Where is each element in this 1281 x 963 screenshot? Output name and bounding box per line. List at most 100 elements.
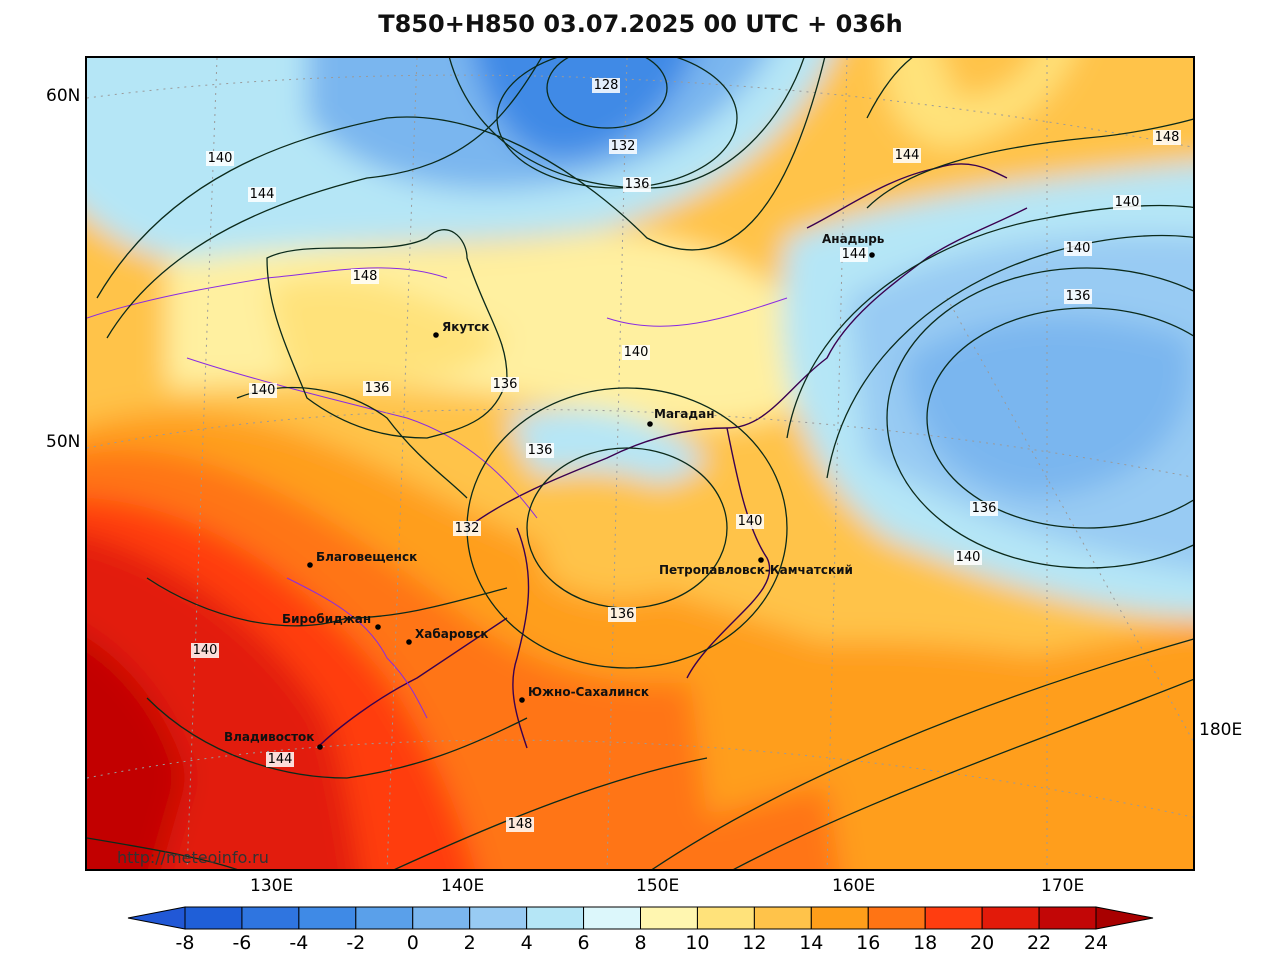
city-label: Южно-Сахалинск — [528, 685, 649, 699]
colorbar-tick-label: -6 — [232, 932, 251, 954]
lon-label-140e: 140E — [441, 876, 485, 896]
colorbar-segment — [753, 906, 812, 930]
contour-label: 140 — [1115, 195, 1140, 210]
contour-label: 144 — [250, 187, 275, 202]
city-label: Владивосток — [224, 730, 314, 744]
colorbar-segment — [696, 906, 755, 930]
colorbar-tick-label: -4 — [289, 932, 308, 954]
contour-label: 140 — [208, 151, 233, 166]
colorbar-high-arrow — [1095, 906, 1154, 930]
weather-map: 128 132 136 140 144 148 140 136 136 136 132 136 140 1… — [85, 56, 1195, 871]
contour-label: 136 — [493, 377, 518, 392]
city-label: Хабаровск — [415, 627, 489, 641]
lat-label-60n: 60N — [46, 86, 81, 106]
contour-label: 140 — [624, 345, 649, 360]
contour-label-bg — [363, 381, 391, 396]
contour-label: 140 — [1066, 241, 1091, 256]
contour-label: 128 — [594, 78, 619, 93]
city-markers: Якутск Магадан Анадырь Благовещенск Биробидж… — [224, 232, 885, 750]
contour-label: 144 — [842, 247, 867, 262]
colorbar-tick-label: 24 — [1084, 932, 1108, 954]
contour-label-bg — [491, 377, 519, 392]
colorbar-segment — [924, 906, 983, 930]
contour-label-bg — [191, 643, 219, 658]
colorbar-segment — [469, 906, 528, 930]
city-label: Якутск — [442, 320, 489, 334]
contour-labels: 128 132 136 140 144 148 140 136 136 136 132 136 140 1… — [191, 78, 1181, 832]
contour-label: 148 — [508, 817, 533, 832]
borders — [87, 267, 788, 719]
contour-label-bg — [248, 187, 276, 202]
coastlines — [316, 163, 1028, 749]
colorbar-tick-label: 20 — [970, 932, 994, 954]
contour-label: 140 — [956, 550, 981, 565]
colorbar-segment — [526, 906, 585, 930]
map-canvas: 128 132 136 140 144 148 140 136 136 136 132 136 140 1… — [87, 58, 1193, 869]
contour-label-bg — [506, 817, 534, 832]
contour-label-bg — [351, 269, 379, 284]
contour-label-bg — [1113, 195, 1141, 210]
contour-label: 140 — [738, 514, 763, 529]
colorbar-segment — [241, 906, 300, 930]
colorbar-segment — [583, 906, 641, 930]
city-dot — [317, 744, 323, 750]
city-dot — [375, 624, 381, 630]
contour-label: 136 — [1066, 289, 1091, 304]
colorbar-segment — [867, 906, 926, 930]
lon-label-170e: 170E — [1041, 876, 1085, 896]
contour-label-bg — [453, 521, 481, 536]
colorbar-segment — [412, 906, 471, 930]
contour-label: 140 — [251, 383, 276, 398]
colorbar-tick-label: 22 — [1027, 932, 1051, 954]
city-dot — [307, 562, 313, 568]
lon-label-130e: 130E — [250, 876, 294, 896]
contour-label: 136 — [365, 381, 390, 396]
colorbar-segment — [1038, 906, 1097, 930]
colorbar-tick-label: 6 — [578, 932, 590, 954]
contour-label-bg — [622, 345, 650, 360]
city-dot — [519, 697, 525, 703]
contour-label-bg — [249, 383, 277, 398]
colorbar-low-arrow — [127, 906, 186, 930]
colorbar-tick-label: 4 — [521, 932, 533, 954]
city-label: Магадан — [654, 407, 715, 421]
contour-label: 136 — [972, 501, 997, 516]
contour-label-bg — [736, 514, 764, 529]
contour-label: 136 — [625, 177, 650, 192]
colorbar-tick-label: 0 — [407, 932, 419, 954]
graticule — [87, 58, 1193, 869]
contour-label-bg — [608, 607, 636, 622]
city-label: Благовещенск — [316, 550, 417, 564]
contour-label-bg — [893, 148, 921, 163]
contour-label-bg — [1153, 130, 1181, 145]
city-dot — [647, 421, 653, 427]
colorbar-tick-label: 14 — [799, 932, 823, 954]
colorbar-segment — [981, 906, 1040, 930]
city-label: Биробиджан — [282, 612, 371, 626]
colorbar-tick-label: 10 — [685, 932, 709, 954]
city-label: Петропавловск-Камчатский — [659, 563, 853, 577]
colorbar-tick-label: 8 — [634, 932, 646, 954]
map-title: T850+H850 03.07.2025 00 UTC + 036h — [378, 10, 903, 38]
contour-label-bg — [266, 752, 294, 767]
contour-label-bg — [592, 78, 620, 93]
colorbar-segment — [810, 906, 869, 930]
city-dot — [433, 332, 439, 338]
contour-label: 136 — [528, 443, 553, 458]
lon-label-160e: 160E — [832, 876, 876, 896]
contour-label-bg — [1064, 241, 1092, 256]
colorbar-tick-label: 18 — [913, 932, 937, 954]
contour-label: 144 — [895, 148, 920, 163]
contour-label-bg — [970, 501, 998, 516]
colorbar-segment — [640, 906, 698, 930]
contour-label: 148 — [1155, 130, 1180, 145]
city-label: Анадырь — [822, 232, 885, 246]
lat-label-50n: 50N — [46, 432, 81, 452]
lon-label-150e: 150E — [636, 876, 680, 896]
contour-label: 144 — [268, 752, 293, 767]
contour-label: 140 — [193, 643, 218, 658]
contour-label-bg — [609, 139, 637, 154]
colorbar-tick-label: -8 — [176, 932, 195, 954]
contour-label: 132 — [611, 139, 636, 154]
contour-label-bg — [206, 151, 234, 166]
